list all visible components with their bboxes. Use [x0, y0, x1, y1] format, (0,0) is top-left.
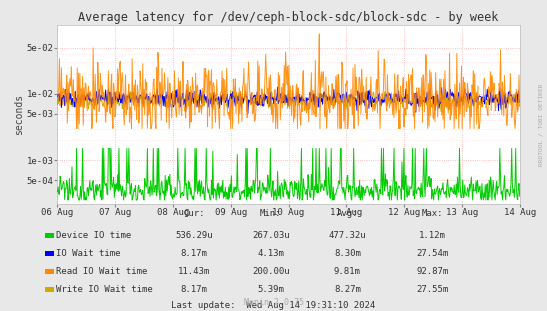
Text: Last update:  Wed Aug 14 19:31:10 2024: Last update: Wed Aug 14 19:31:10 2024: [171, 301, 376, 310]
Text: 8.17m: 8.17m: [181, 249, 208, 258]
Text: 9.81m: 9.81m: [334, 267, 361, 276]
Text: IO Wait time: IO Wait time: [56, 249, 121, 258]
Text: Max:: Max:: [421, 209, 443, 218]
Text: Device IO time: Device IO time: [56, 231, 132, 240]
Text: 5.39m: 5.39m: [257, 285, 284, 294]
Text: 92.87m: 92.87m: [416, 267, 448, 276]
Text: 1.12m: 1.12m: [418, 231, 446, 240]
Text: 27.54m: 27.54m: [416, 249, 448, 258]
Text: Min:: Min:: [260, 209, 282, 218]
Text: 267.03u: 267.03u: [252, 231, 289, 240]
Text: Munin 2.0.75: Munin 2.0.75: [243, 298, 304, 307]
Text: 200.00u: 200.00u: [252, 267, 289, 276]
Text: RRDTOOL / TOBI OETIKER: RRDTOOL / TOBI OETIKER: [538, 83, 543, 166]
Text: Write IO Wait time: Write IO Wait time: [56, 285, 153, 294]
Text: 4.13m: 4.13m: [257, 249, 284, 258]
Text: 536.29u: 536.29u: [176, 231, 213, 240]
Text: 477.32u: 477.32u: [329, 231, 366, 240]
Text: 11.43m: 11.43m: [178, 267, 210, 276]
Text: 8.30m: 8.30m: [334, 249, 361, 258]
Text: 27.55m: 27.55m: [416, 285, 448, 294]
Text: Read IO Wait time: Read IO Wait time: [56, 267, 148, 276]
Text: Cur:: Cur:: [183, 209, 205, 218]
Text: 8.27m: 8.27m: [334, 285, 361, 294]
Y-axis label: seconds: seconds: [14, 94, 24, 135]
Text: 8.17m: 8.17m: [181, 285, 208, 294]
Title: Average latency for /dev/ceph-block-sdc/block-sdc - by week: Average latency for /dev/ceph-block-sdc/…: [78, 11, 499, 24]
Text: Avg:: Avg:: [336, 209, 358, 218]
